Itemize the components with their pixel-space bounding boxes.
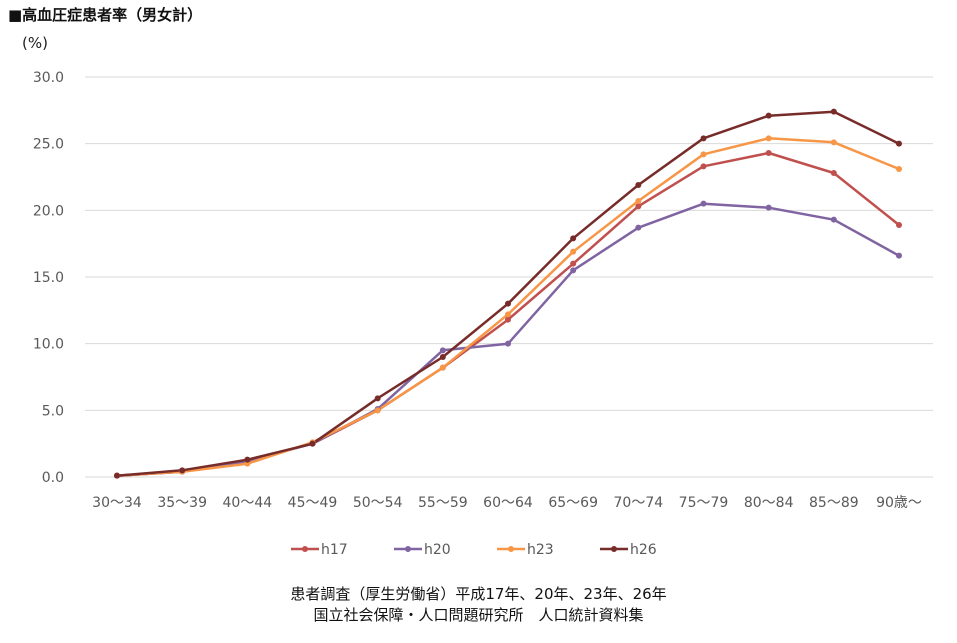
- x-tick-label: 40～44: [223, 495, 273, 511]
- data-point-h23: [635, 198, 642, 204]
- data-point-h26: [570, 235, 577, 242]
- x-tick-label: 85～89: [809, 495, 859, 511]
- x-axis-ticks: 30～34 35～39 40～44 45～49 50～54 55～59 60～64 65～69…: [92, 495, 922, 511]
- data-point-h17: [635, 203, 642, 210]
- data-point-h17: [896, 222, 902, 228]
- data-point-h23: [374, 407, 381, 414]
- x-tick-label: 75～79: [679, 495, 729, 511]
- chart-title: ■高血圧症患者率（男女計）: [8, 6, 203, 24]
- data-point-h20: [635, 224, 642, 231]
- data-point-h17: [505, 316, 511, 323]
- data-point-h26: [439, 354, 446, 360]
- legend-marker-h20: [405, 546, 411, 552]
- y-axis-unit: (%): [22, 34, 48, 52]
- legend-label-h23: h23: [527, 542, 554, 558]
- data-point-h23: [896, 166, 902, 172]
- data-point-h20: [896, 252, 902, 259]
- y-tick-label: 0.0: [42, 470, 64, 486]
- y-tick-label: 15.0: [33, 270, 64, 286]
- y-tick-label: 5.0: [42, 403, 64, 419]
- x-tick-label: 35～39: [157, 495, 207, 511]
- x-tick-label: 80～84: [744, 495, 794, 511]
- legend-marker-h17: [302, 546, 308, 552]
- legend-marker-h26: [611, 546, 617, 552]
- data-point-h17: [830, 170, 837, 176]
- x-tick-label: 60～64: [483, 495, 533, 511]
- data-point-h23: [700, 151, 707, 158]
- gridlines: [85, 76, 933, 478]
- y-axis-ticks: 0.0 5.0 10.0 15.0 20.0 25.0 30.0: [33, 70, 64, 486]
- data-point-h20: [570, 267, 577, 274]
- line-chart: 0.0 5.0 10.0 15.0 20.0 25.0 30.0 30～34 35～39 40～…: [33, 70, 933, 558]
- legend: h17 h20 h23 h26: [291, 542, 657, 558]
- series-line-h26: [116, 110, 900, 477]
- series-lines: [116, 110, 900, 477]
- data-point-h20: [765, 204, 772, 211]
- y-tick-label: 20.0: [33, 203, 64, 219]
- data-point-h17: [700, 163, 707, 170]
- x-tick-label: 30～34: [92, 495, 142, 511]
- data-point-h26: [179, 467, 186, 474]
- source-note: 患者調査（厚生労働省）平成17年、20年、23年、26年 国立社会保障・人口問題…: [0, 584, 957, 626]
- data-point-h26: [765, 112, 772, 119]
- data-point-h26: [830, 108, 837, 115]
- series-line-h20: [116, 202, 900, 477]
- x-tick-label: 45～49: [288, 495, 338, 511]
- data-point-h17: [765, 150, 772, 156]
- y-tick-label: 10.0: [33, 337, 64, 353]
- data-point-h23: [765, 135, 772, 142]
- data-point-h26: [700, 135, 707, 142]
- data-point-h20: [830, 216, 837, 223]
- y-tick-label: 25.0: [33, 137, 64, 153]
- series-line-h23: [116, 137, 900, 477]
- data-point-h26: [374, 395, 381, 402]
- data-point-h26: [635, 182, 642, 188]
- x-tick-label: 70～74: [614, 495, 664, 511]
- legend-label-h17: h17: [321, 542, 348, 558]
- x-tick-label: 90歳～: [876, 495, 922, 511]
- x-tick-label: 50～54: [353, 495, 403, 511]
- legend-label-h20: h20: [424, 542, 451, 558]
- data-point-h23: [439, 364, 446, 371]
- data-point-h23: [570, 248, 577, 255]
- data-point-h23: [505, 311, 511, 318]
- data-point-h26: [114, 472, 120, 479]
- x-tick-label: 55～59: [418, 495, 468, 511]
- data-point-h26: [244, 456, 251, 463]
- data-point-h17: [570, 260, 577, 267]
- source-line-2: 国立社会保障・人口問題研究所 人口統計資料集: [313, 606, 644, 624]
- data-point-h26: [505, 300, 511, 307]
- data-point-h26: [309, 440, 316, 447]
- data-point-h26: [896, 140, 902, 147]
- legend-label-h26: h26: [630, 542, 657, 558]
- data-point-h23: [830, 139, 837, 146]
- series-points: [114, 108, 902, 479]
- data-point-h20: [505, 340, 511, 347]
- data-point-h20: [439, 347, 446, 354]
- source-line-1: 患者調査（厚生労働省）平成17年、20年、23年、26年: [290, 585, 667, 603]
- y-tick-label: 30.0: [33, 70, 64, 86]
- data-point-h20: [700, 200, 707, 207]
- legend-marker-h23: [508, 546, 514, 552]
- x-tick-label: 65～69: [548, 495, 598, 511]
